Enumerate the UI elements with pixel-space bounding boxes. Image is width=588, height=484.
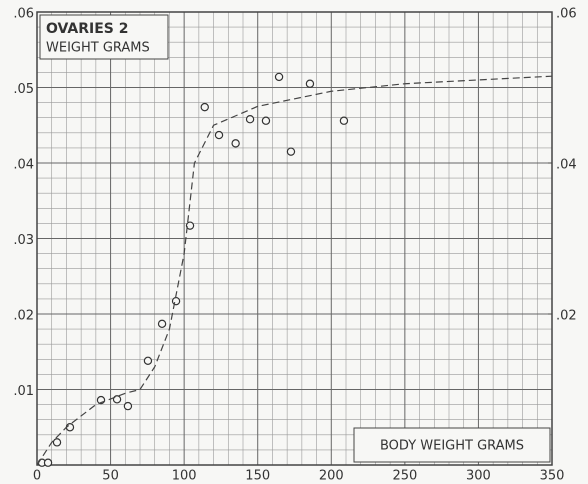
data-point <box>157 319 167 329</box>
x-label-box <box>353 427 551 463</box>
data-point <box>123 401 133 411</box>
data-point <box>143 356 153 366</box>
data-point <box>200 102 209 112</box>
x-tick-label: 100 <box>172 469 197 484</box>
data-point <box>339 116 349 125</box>
data-point <box>274 72 284 82</box>
data-point <box>171 296 181 306</box>
x-tick-label: 150 <box>245 469 270 484</box>
data-point <box>43 458 53 467</box>
data-point <box>65 423 75 432</box>
y-tick-label: .03 <box>13 233 34 248</box>
data-point <box>185 221 195 230</box>
x-tick-label: 200 <box>319 469 344 484</box>
data-point <box>231 139 240 148</box>
title-box <box>39 14 169 60</box>
y2-tick-label: .06 <box>556 7 577 22</box>
y-tick-label: .04 <box>13 158 34 173</box>
data-point <box>245 115 255 124</box>
x-tick-label: 50 <box>102 469 119 484</box>
data-point <box>52 438 62 447</box>
data-point <box>286 147 296 156</box>
x-tick-label: 0 <box>33 469 41 484</box>
y-tick-label: .02 <box>13 309 34 324</box>
x-tick-label: 350 <box>540 469 565 484</box>
data-point <box>214 130 224 140</box>
y2-tick-label: .02 <box>556 309 577 324</box>
x-tick-label: 250 <box>392 469 417 484</box>
x-axis-label: BODY WEIGHT GRAMS <box>380 439 524 454</box>
x-tick-label: 300 <box>466 469 491 484</box>
y-tick-label: .05 <box>13 82 34 97</box>
plot-frame <box>36 11 553 466</box>
chart-title: OVARIES 2 <box>46 21 129 37</box>
y-axis-label: WEIGHT GRAMS <box>46 41 150 56</box>
grid <box>36 11 553 465</box>
data-point <box>305 79 315 88</box>
y2-tick-label: .04 <box>556 158 577 173</box>
fit-curve <box>36 75 553 466</box>
y-tick-label: .01 <box>13 384 34 399</box>
y-tick-label: .06 <box>13 7 34 22</box>
data-point <box>261 116 271 125</box>
